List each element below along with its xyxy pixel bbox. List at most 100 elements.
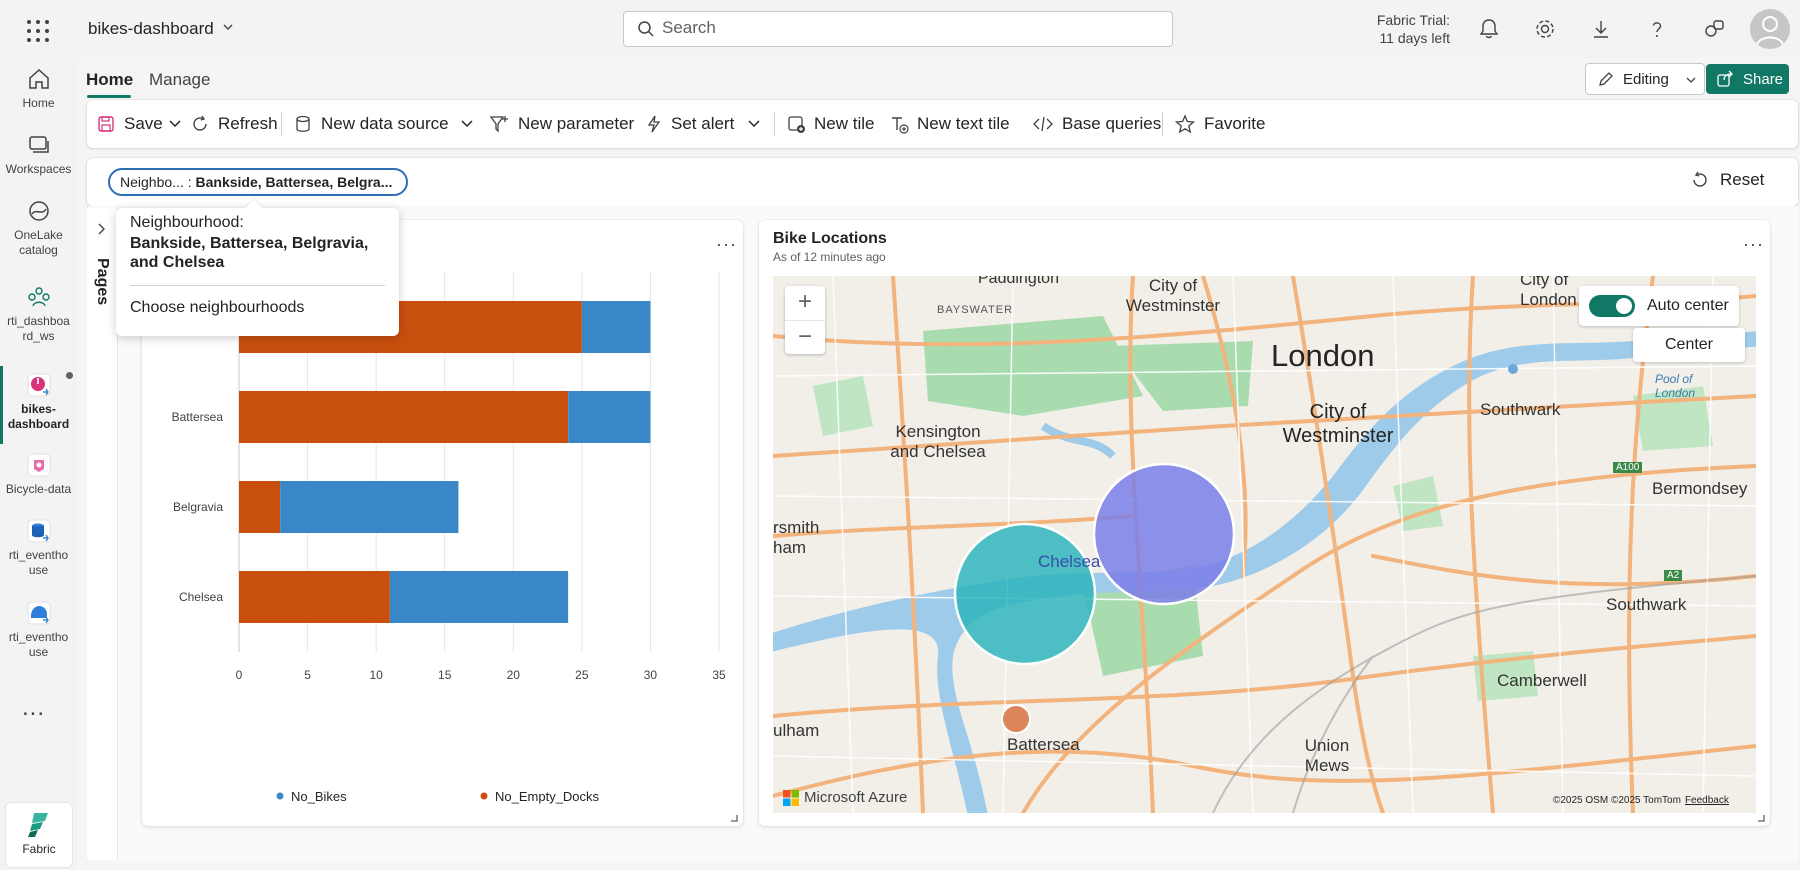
bar-segment[interactable] xyxy=(239,571,390,623)
tab-manage[interactable]: Manage xyxy=(149,70,211,89)
auto-center-control: Auto center xyxy=(1579,286,1739,326)
tile-more-icon[interactable]: ··· xyxy=(716,234,737,254)
parameter-name: Neighbo... xyxy=(120,174,184,190)
map-label-battersea: Battersea xyxy=(1007,735,1080,754)
toolbar-divider xyxy=(1162,112,1163,136)
bar-segment[interactable] xyxy=(280,481,459,533)
refresh-icon xyxy=(193,115,207,131)
x-tick-label: 10 xyxy=(369,668,383,682)
bar-segment[interactable] xyxy=(239,391,569,443)
favorite-button[interactable]: Favorite xyxy=(1174,100,1265,148)
nav-rti-eventhouse-1[interactable]: rti_eventhouse xyxy=(0,518,77,578)
reset-icon xyxy=(1693,171,1707,187)
chevron-down-icon xyxy=(1686,77,1696,83)
map-label-westminster-north: City of Westminster xyxy=(1125,276,1221,315)
left-navigation: Home Workspaces OneLake catalog rti_dash… xyxy=(0,58,77,870)
trial-line-1: Fabric Trial: xyxy=(1376,12,1450,28)
chevron-right-icon[interactable] xyxy=(97,222,107,236)
map-tile[interactable]: Bike Locations As of 12 minutes ago ··· xyxy=(759,220,1770,826)
legend-marker xyxy=(480,792,488,800)
chevron-down-icon[interactable] xyxy=(222,21,234,36)
nav-home[interactable]: Home xyxy=(0,66,77,111)
bell-icon[interactable] xyxy=(1476,16,1502,42)
bar-segment[interactable] xyxy=(239,481,281,533)
parameter-bar: Neighbo... : Bankside, Battersea, Belgra… xyxy=(87,158,1798,206)
tab-home[interactable]: Home xyxy=(86,70,134,89)
save-icon xyxy=(98,116,114,132)
map-copyright: ©2025 OSM ©2025 TomTom xyxy=(1553,795,1681,806)
save-button[interactable]: Save xyxy=(96,100,189,148)
refresh-button[interactable]: Refresh xyxy=(190,100,278,148)
zoom-out-button[interactable]: − xyxy=(785,320,825,354)
chevron-down-icon[interactable] xyxy=(169,119,181,129)
chevron-down-icon[interactable] xyxy=(461,119,473,129)
choose-neighbourhoods-link[interactable]: Choose neighbourhoods xyxy=(130,299,305,316)
editing-mode-button[interactable]: Editing xyxy=(1585,63,1705,95)
bike-location-bubble[interactable] xyxy=(1001,704,1031,734)
search-box[interactable] xyxy=(623,11,1173,47)
provider-label: Microsoft Azure xyxy=(804,789,908,806)
search-input[interactable] xyxy=(662,18,1142,38)
set-alert-button[interactable]: Set alert xyxy=(645,100,768,148)
pages-pane[interactable] xyxy=(87,208,118,860)
nav-workspaces-label: Workspaces xyxy=(5,162,72,176)
help-icon[interactable] xyxy=(1644,16,1670,42)
share-feedback-icon[interactable] xyxy=(1701,16,1727,42)
legend-label: No_Bikes xyxy=(291,789,347,804)
y-category-label: Battersea xyxy=(172,410,224,424)
chevron-down-icon[interactable] xyxy=(748,119,760,129)
share-button[interactable]: Share xyxy=(1706,64,1789,94)
base-queries-button[interactable]: Base queries xyxy=(1032,100,1161,148)
map-view[interactable]: Paddington City of Westminster City of L… xyxy=(773,276,1756,813)
feedback-link[interactable]: Feedback xyxy=(1684,795,1729,806)
share-label: Share xyxy=(1743,71,1784,88)
reset-button[interactable]: Reset xyxy=(1690,170,1764,190)
resize-handle-icon[interactable] xyxy=(1757,814,1765,822)
x-tick-label: 5 xyxy=(304,668,311,682)
toggle-knob xyxy=(1616,298,1632,314)
microsoft-logo-icon xyxy=(783,789,799,806)
tooltip-value: Bankside, Battersea, Belgravia, and Chel… xyxy=(130,235,369,271)
neighbourhood-parameter-pill[interactable]: Neighbo... : Bankside, Battersea, Belgra… xyxy=(108,168,408,196)
center-button[interactable]: Center xyxy=(1633,328,1745,362)
nav-workspaces[interactable]: Workspaces xyxy=(0,132,77,177)
map-label-kensington: Kensington and Chelsea xyxy=(890,422,986,461)
new-tile-button[interactable]: New tile xyxy=(786,100,874,148)
toolbar-divider xyxy=(281,112,282,136)
fabric-experience-switcher[interactable]: Fabric xyxy=(5,802,73,868)
avatar[interactable] xyxy=(1750,9,1790,49)
bar-segment[interactable] xyxy=(389,571,569,623)
download-icon[interactable] xyxy=(1588,16,1614,42)
map-label-bermondsey: Bermondsey xyxy=(1652,479,1748,498)
add-text-icon xyxy=(892,117,909,134)
auto-center-label: Auto center xyxy=(1647,297,1729,314)
more-icon[interactable]: ... xyxy=(22,694,46,721)
bar-segment[interactable] xyxy=(568,391,651,443)
nav-bikes-dashboard[interactable]: bikes-dashboard xyxy=(0,372,77,432)
bike-location-bubble[interactable] xyxy=(953,522,1097,666)
editing-label: Editing xyxy=(1623,71,1669,88)
new-data-source-button[interactable]: New data source xyxy=(293,100,481,148)
base-queries-label: Base queries xyxy=(1062,114,1162,133)
bike-location-bubble[interactable] xyxy=(1092,462,1236,606)
auto-center-toggle[interactable] xyxy=(1589,295,1635,317)
tile-more-icon[interactable]: ··· xyxy=(1743,234,1764,254)
nav-rti-dashboard-ws[interactable]: rti_dashboard_ws xyxy=(0,284,77,344)
map-label-a100: A100 xyxy=(1613,462,1643,473)
legend-label: No_Empty_Docks xyxy=(495,789,600,804)
app-launcher-icon[interactable] xyxy=(24,17,50,43)
new-parameter-button[interactable]: New parameter xyxy=(488,100,634,148)
workspace-name[interactable]: bikes-dashboard xyxy=(88,19,214,38)
pages-label: Pages xyxy=(94,258,111,306)
new-text-tile-button[interactable]: New text tile xyxy=(889,100,1010,148)
dashboard-icon xyxy=(27,373,50,397)
resize-handle-icon[interactable] xyxy=(730,814,738,822)
nav-onelake-catalog[interactable]: OneLake catalog xyxy=(0,198,77,258)
bar-segment[interactable] xyxy=(581,301,651,353)
gear-icon[interactable] xyxy=(1532,16,1558,42)
favorite-label: Favorite xyxy=(1204,114,1266,133)
nav-rti-eventhouse-2[interactable]: rti_eventhouse xyxy=(0,600,77,660)
nav-bicycle-data[interactable]: Bicycle-data xyxy=(0,452,77,497)
map-label-bayswater: BAYSWATER xyxy=(937,304,1014,316)
zoom-in-button[interactable]: + xyxy=(797,288,812,315)
